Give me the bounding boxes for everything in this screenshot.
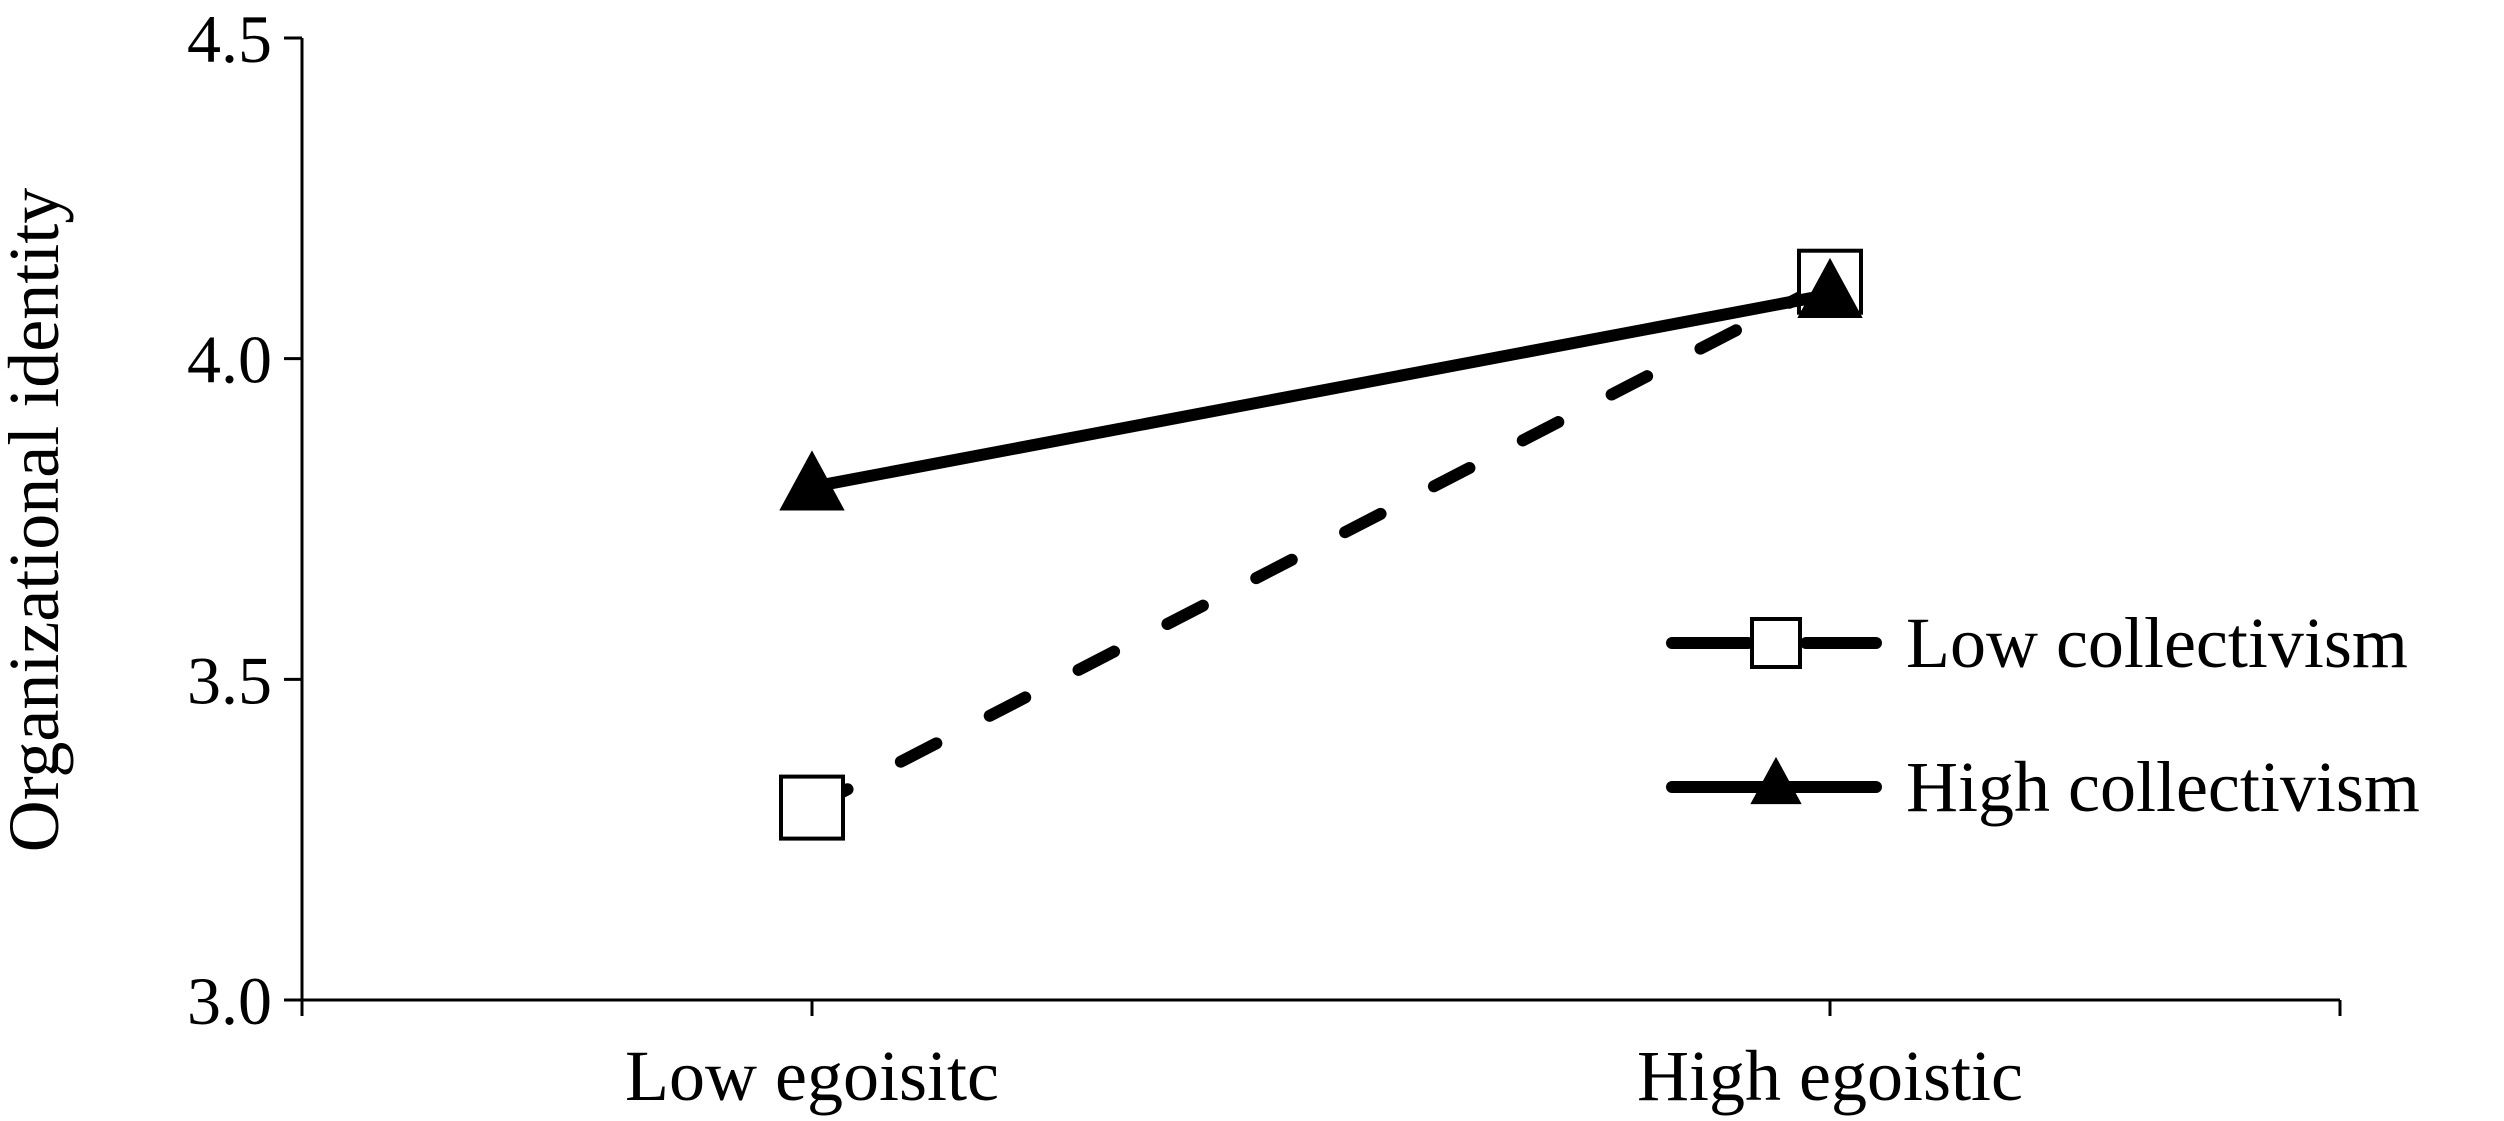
axes — [300, 38, 2340, 1002]
data-point-marker — [779, 450, 845, 511]
series-line — [806, 288, 1836, 493]
y-tick-label: 3.5 — [187, 642, 272, 718]
legend-label: High collectivism — [1906, 747, 2420, 827]
series-line — [806, 275, 1836, 814]
series-layer — [779, 248, 1863, 841]
legend-label: Low collectivism — [1906, 603, 2408, 683]
x-ticks: Low egoisitc High egoistic — [300, 1000, 2342, 1116]
x-category-label: High egoistic — [1637, 1036, 2023, 1116]
legend-marker — [1750, 617, 1802, 669]
data-point-marker — [1797, 257, 1863, 319]
y-tick-label: 3.0 — [187, 963, 272, 1039]
x-category-label: Low egoisitc — [625, 1036, 999, 1116]
legend-item: Low collectivism — [1666, 603, 2408, 683]
y-ticks: 3.0 3.5 4.0 4.5 — [187, 1, 302, 1039]
y-tick-label: 4.5 — [187, 1, 272, 77]
data-point-marker — [779, 774, 845, 841]
legend: Low collectivism High collectivism — [1666, 603, 2420, 827]
y-tick-label: 4.0 — [187, 322, 272, 398]
legend-marker — [1750, 756, 1802, 805]
series-low-collectivism — [779, 248, 1863, 841]
series-high-collectivism — [779, 257, 1863, 511]
y-axis-title: Organizational identity — [0, 188, 74, 853]
legend-item: High collectivism — [1666, 747, 2420, 827]
